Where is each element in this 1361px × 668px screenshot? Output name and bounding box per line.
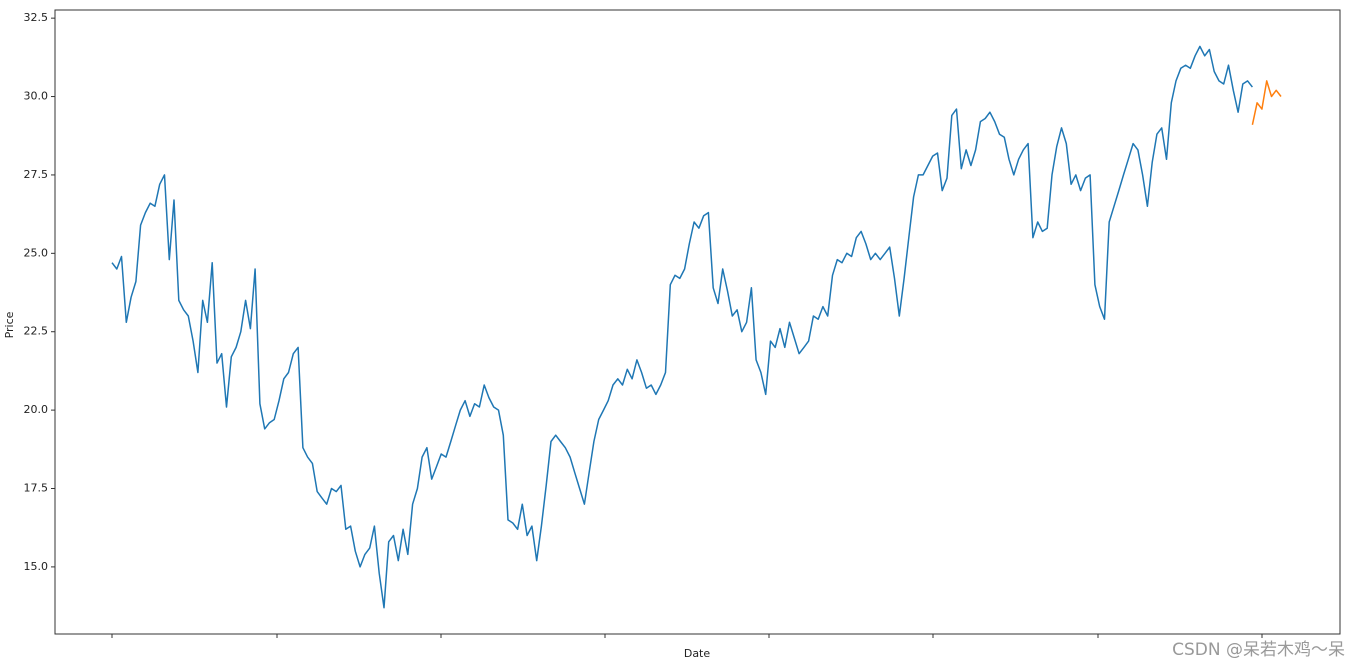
y-tick-label: 20.0 [24, 403, 49, 416]
y-tick-label: 32.5 [24, 11, 49, 24]
axes-frame [54, 9, 1341, 635]
x-axis-label: Date [684, 647, 711, 660]
line-series [1251, 80, 1282, 125]
watermark: CSDN @呆若木鸡～呆 [1172, 640, 1345, 660]
line-series [111, 45, 1253, 609]
y-tick-label: 27.5 [24, 168, 49, 181]
y-tick-label: 17.5 [24, 482, 49, 495]
y-tick-label: 25.0 [24, 246, 49, 259]
y-tick-label: 30.0 [24, 90, 49, 103]
y-tick-label: 22.5 [24, 325, 49, 338]
y-axis-label: Price [3, 311, 16, 338]
y-tick-label: 15.0 [24, 560, 49, 573]
x-ticks [111, 634, 1263, 638]
